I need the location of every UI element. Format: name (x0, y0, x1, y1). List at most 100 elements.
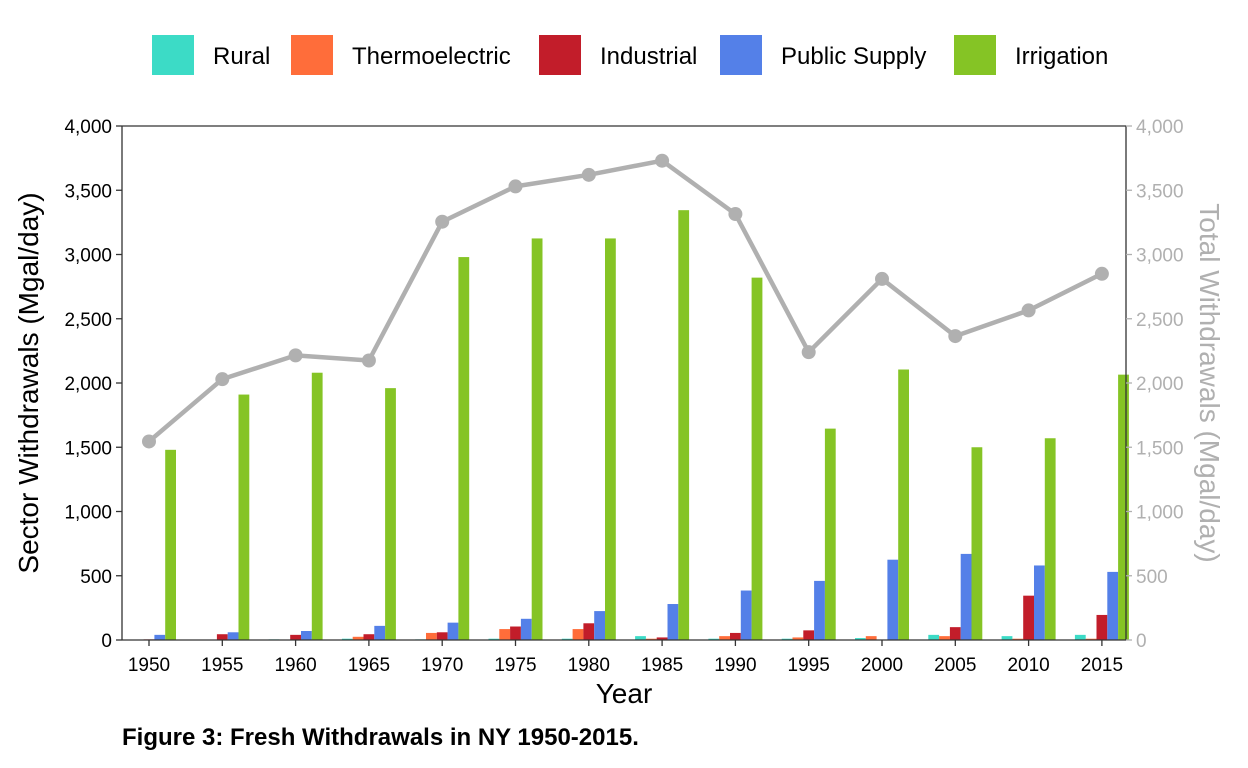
total-point-1980 (581, 167, 596, 182)
y2-tick-label: 1,000 (1136, 503, 1184, 524)
y2-tick-label: 0 (1136, 631, 1147, 652)
y2-tick-label: 2,500 (1136, 310, 1184, 331)
total-point-1995 (801, 345, 816, 360)
y2-tick-label: 1,500 (1136, 438, 1184, 459)
bar-industrial-1980 (583, 623, 595, 640)
bar-public-supply-2005 (960, 553, 972, 640)
x-tick-label-1975: 1975 (494, 655, 536, 676)
bar-industrial-1995 (803, 630, 815, 640)
bar-irrigation-1955 (238, 394, 250, 640)
bar-industrial-1960 (290, 634, 301, 640)
y2-tick-label: 3,000 (1136, 246, 1184, 267)
y-tick-label: 2,000 (64, 374, 112, 395)
bar-public-supply-1970 (447, 622, 459, 640)
bar-public-supply-1950 (154, 634, 166, 640)
bar-public-supply-1995 (814, 580, 825, 640)
bar-rural-2015 (1074, 634, 1086, 640)
bar-industrial-1985 (656, 637, 668, 640)
bar-irrigation-1970 (458, 257, 470, 640)
y2-tick-label: 500 (1136, 567, 1168, 588)
bar-thermoelectric-1995 (792, 637, 804, 640)
y-tick-label: 0 (101, 631, 112, 652)
legend-label-irrigation: Irrigation (1015, 43, 1108, 70)
total-point-1985 (655, 153, 670, 168)
y2-tick-label: 3,500 (1136, 181, 1184, 202)
legend-swatch-public-supply (720, 35, 762, 75)
y-tick-label: 500 (80, 567, 112, 588)
total-point-1975 (508, 179, 523, 194)
total-point-1970 (435, 214, 450, 229)
bar-public-supply-1975 (520, 618, 532, 640)
total-point-2010 (1021, 303, 1036, 318)
legend-swatch-rural (152, 35, 194, 75)
x-axis-title: Year (596, 678, 653, 709)
bar-public-supply-2010 (1034, 565, 1045, 640)
x-tick-label-2010: 2010 (1007, 655, 1049, 676)
bar-public-supply-1965 (374, 625, 386, 640)
bar-industrial-1975 (510, 626, 521, 640)
bar-industrial-2015 (1096, 614, 1108, 640)
y-tick-label: 1,500 (64, 438, 112, 459)
bar-thermoelectric-1990 (719, 636, 730, 640)
bar-thermoelectric-1980 (572, 629, 584, 640)
bar-thermoelectric-1970 (426, 632, 437, 640)
x-tick-label-1990: 1990 (714, 655, 756, 676)
x-tick-label-2000: 2000 (861, 655, 903, 676)
total-withdrawals-line (147, 158, 1103, 444)
y2-tick-label: 4,000 (1136, 117, 1184, 138)
x-tick-label-1985: 1985 (641, 655, 683, 676)
bar-public-supply-2000 (887, 559, 899, 640)
bar-public-supply-1985 (667, 604, 679, 640)
y-tick-label: 4,000 (64, 117, 112, 138)
bar-irrigation-2005 (971, 447, 983, 640)
x-tick-label-2015: 2015 (1081, 655, 1123, 676)
bars-layer (143, 210, 1129, 641)
bar-irrigation-1980 (605, 238, 616, 640)
legend-swatch-irrigation (954, 35, 996, 75)
legend-label-public-supply: Public Supply (781, 43, 926, 70)
total-point-1950 (142, 434, 156, 449)
bar-thermoelectric-1975 (499, 629, 511, 640)
bar-thermoelectric-1965 (352, 636, 364, 640)
bar-rural-2005 (928, 634, 940, 640)
total-point-2015 (1094, 266, 1109, 281)
y-axis-title: Sector Withdrawals (Mgal/day) (13, 192, 44, 573)
bar-thermoelectric-2005 (939, 636, 950, 640)
y2-tick-label: 2,000 (1136, 374, 1184, 395)
bar-irrigation-2015 (1118, 374, 1129, 640)
bar-rural-2010 (1001, 636, 1013, 640)
y2-axis-title: Total Withdrawals (Mgal/day) (1194, 203, 1225, 562)
legend: Rural Thermoelectric Industrial Public Supp… (152, 35, 1108, 75)
bar-industrial-2005 (949, 627, 961, 640)
legend-swatch-thermoelectric (291, 35, 333, 75)
x-tick-label-1965: 1965 (348, 655, 390, 676)
bar-thermoelectric-2000 (865, 636, 877, 640)
y-tick-label: 3,000 (64, 246, 112, 267)
bar-public-supply-1955 (227, 632, 239, 640)
legend-label-rural: Rural (213, 43, 270, 70)
bar-irrigation-1975 (531, 238, 543, 640)
bar-irrigation-1965 (385, 388, 396, 640)
bar-irrigation-1995 (824, 428, 836, 640)
legend-label-thermoelectric: Thermoelectric (352, 43, 511, 70)
bar-rural-2000 (855, 638, 866, 640)
x-tick-label-2005: 2005 (934, 655, 976, 676)
bar-industrial-1965 (363, 634, 375, 640)
total-point-1990 (728, 207, 743, 222)
x-tick-label-1995: 1995 (788, 655, 830, 676)
total-point-1955 (215, 372, 230, 387)
bar-irrigation-1960 (311, 372, 323, 640)
legend-swatch-industrial (539, 35, 581, 75)
x-tick-label-1980: 1980 (568, 655, 610, 676)
axes-layer: 0 500 1,000 1,500 2,000 2,500 3,000 3,500 4,000 0… (64, 117, 1183, 676)
bar-public-supply-1980 (594, 611, 605, 640)
figure-caption: Figure 3: Fresh Withdrawals in NY 1950-2… (122, 724, 639, 751)
bar-industrial-1990 (730, 632, 741, 640)
x-tick-label-1950: 1950 (128, 655, 170, 676)
y-tick-label: 2,500 (64, 310, 112, 331)
bar-industrial-1970 (436, 632, 448, 640)
bar-irrigation-1950 (165, 449, 176, 640)
bar-industrial-2010 (1023, 595, 1034, 640)
bar-irrigation-1990 (751, 277, 763, 640)
